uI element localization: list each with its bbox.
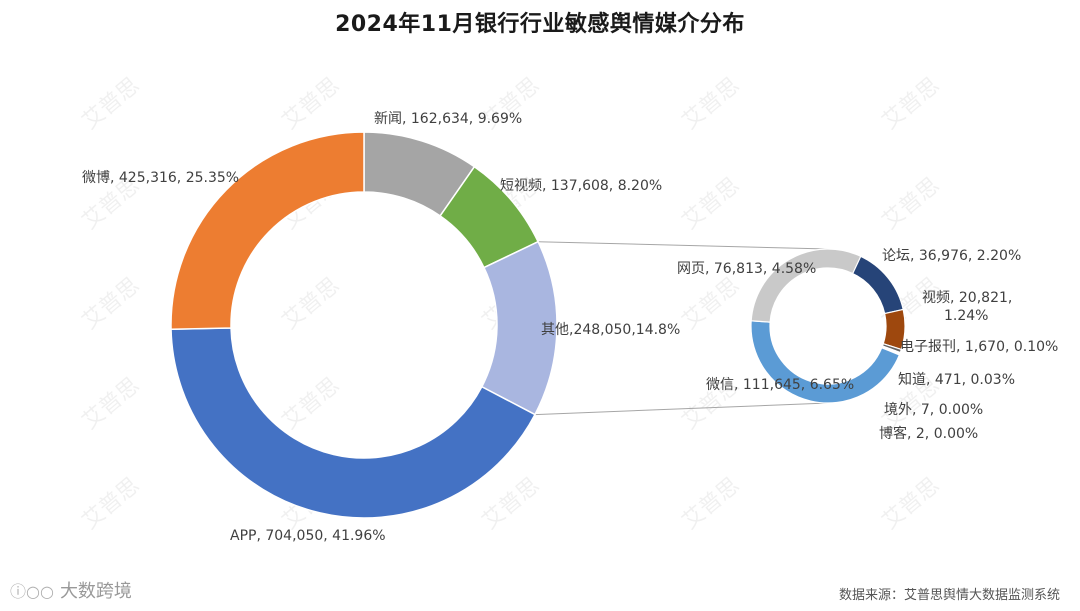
watermark-text: 艾普思 [478, 473, 545, 535]
watermark-text: 艾普思 [878, 173, 945, 235]
watermark-text: 艾普思 [678, 473, 745, 535]
sub-data-label: 视频, 20,821, 1.24% [922, 290, 1012, 324]
connector-line-top [538, 241, 829, 250]
watermark-text: 艾普思 [278, 373, 345, 435]
main-slice-4 [170, 131, 365, 331]
watermark-text: 艾普思 [278, 273, 345, 335]
sub-data-label: 博客, 2, 0.00% [879, 425, 978, 442]
sub-slice-0 [850, 254, 904, 315]
main-slice-3 [170, 327, 536, 519]
footer-logo-text: 大数跨境 [59, 581, 132, 602]
sub-data-label: 境外, 7, 0.00% [884, 402, 983, 418]
chart-title: 2024年11月银行行业敏感舆情媒介分布 [335, 12, 745, 37]
main-data-label: APP, 704,050, 41.96% [230, 528, 386, 544]
watermark-text: 艾普思 [878, 73, 945, 135]
main-donut [170, 131, 558, 519]
sub-data-label: 网页, 76,813, 4.58% [677, 261, 816, 277]
sub-donut [750, 248, 906, 404]
watermark-text: 艾普思 [878, 473, 945, 535]
logo-icon: ⓘ○○ [10, 582, 54, 601]
watermark-text: 艾普思 [78, 273, 145, 335]
sub-data-label: 知道, 471, 0.03% [898, 371, 1015, 388]
sub-data-label: 论坛, 36,976, 2.20% [882, 248, 1021, 264]
sub-data-label: 微信, 111,645, 6.65% [706, 377, 854, 393]
watermark-text: 艾普思 [678, 173, 745, 235]
watermark-text: 艾普思 [678, 73, 745, 135]
watermark-text: 艾普思 [78, 473, 145, 535]
connector-lines [534, 241, 829, 416]
footer-logo: ⓘ○○ 大数跨境 [10, 577, 132, 603]
main-data-label: 新闻, 162,634, 9.69% [374, 111, 522, 127]
watermark-text: 艾普思 [78, 373, 145, 435]
main-data-label: 微博, 425,316, 25.35% [82, 169, 239, 186]
connector-line-bottom [534, 402, 829, 416]
watermark-text: 艾普思 [678, 273, 745, 335]
main-data-label: 短视频, 137,608, 8.20% [500, 178, 662, 194]
source-note: 数据来源：艾普思舆情大数据监测系统 [838, 588, 1060, 603]
watermark-text: 艾普思 [78, 73, 145, 135]
sub-slice-7 [750, 248, 862, 323]
sub-data-label: 电子报刊, 1,670, 0.10% [900, 339, 1058, 355]
watermark-text: 艾普思 [278, 73, 345, 135]
main-data-label: 其他,248,050,14.8% [541, 322, 680, 338]
label-layer: 新闻, 162,634, 9.69% 短视频, 137,608, 8.20% 其他,… [82, 111, 1058, 544]
